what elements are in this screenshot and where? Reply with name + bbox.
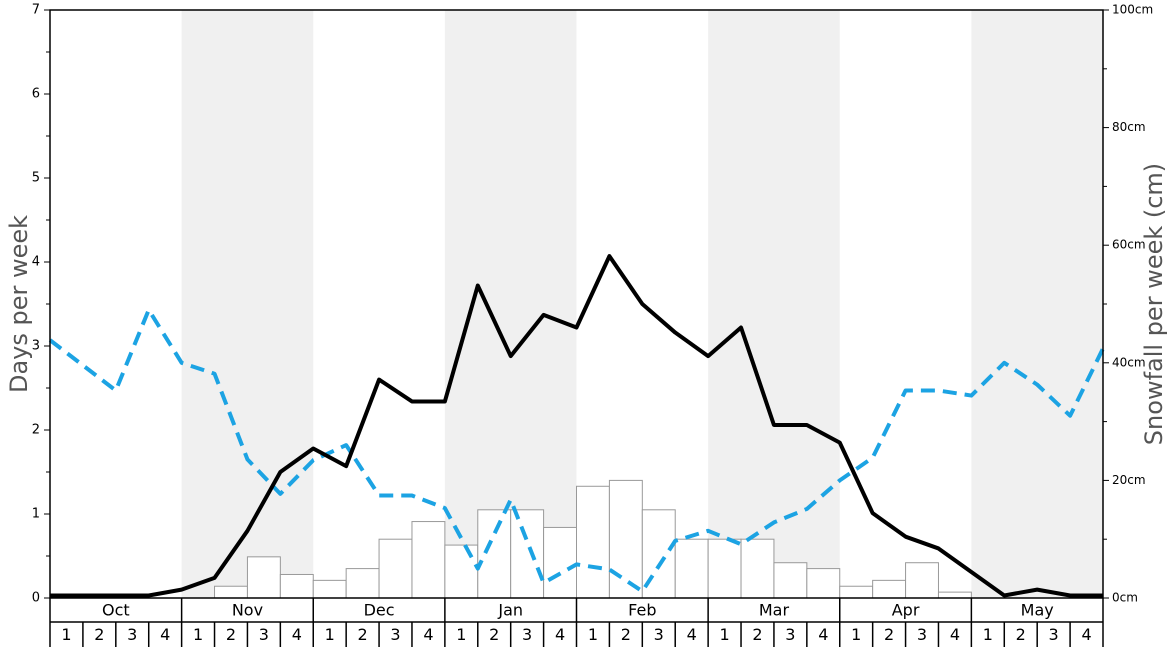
left-tick-label: 2 [32,423,40,438]
right-tick-label: 40cm [1112,355,1146,369]
week-label: 2 [489,625,499,644]
snowfall-bar [806,568,841,599]
snowfall-bar [937,591,972,599]
snowfall-bar [839,585,874,599]
week-label: 1 [983,625,993,644]
snowfall-bar [345,568,380,599]
left-tick-label: 4 [32,255,40,270]
left-tick-label: 6 [32,87,40,102]
snowfall-bar [905,562,939,599]
week-label: 1 [456,625,466,644]
week-label: 3 [654,625,664,644]
snowfall-bar [576,485,610,599]
left-tick-label: 3 [32,339,40,354]
week-label: 2 [1016,625,1026,644]
snowfall-bar [510,509,545,599]
week-label: 4 [292,625,302,644]
snowfall-bar [279,573,314,599]
week-label: 3 [1049,625,1059,644]
month-label: Jan [497,601,523,620]
week-label: 1 [719,625,729,644]
month-band [444,10,577,598]
month-band [181,10,314,598]
week-label: 3 [127,625,137,644]
week-label: 4 [950,625,960,644]
snowfall-bar [707,538,742,599]
axis-labels: Days per week Snowfall per week (cm) [5,163,1168,445]
month-label: Oct [102,601,130,620]
week-label: 4 [1081,625,1091,644]
snowfall-bars [214,479,972,599]
right-tick-label: 20cm [1112,473,1146,487]
dashed-series-line [48,307,1105,594]
snowfall-bar [740,538,775,599]
right-tick-label: 0cm [1112,591,1138,605]
week-label: 3 [522,625,532,644]
right-tick-label: 100cm [1112,3,1153,17]
snowfall-bar [608,479,643,599]
right-axis-title: Snowfall per week (cm) [1140,163,1168,445]
month-band [708,10,840,598]
week-label: 2 [884,625,894,644]
week-label: 3 [259,625,269,644]
snowfall-bar [543,526,577,599]
week-label: 2 [621,625,631,644]
series-lines [48,254,1105,598]
snowfall-bar [411,521,446,599]
week-label: 4 [160,625,170,644]
snowfall-bar [444,544,479,599]
snow-days-line [50,254,1103,598]
week-label: 3 [390,625,400,644]
month-band [971,10,1103,598]
month-label: May [1021,601,1054,620]
right-tick-label: 60cm [1112,238,1146,252]
week-label: 2 [752,625,762,644]
snowfall-bar [214,585,248,599]
week-label: 2 [226,625,236,644]
week-label: 4 [555,625,565,644]
snowfall-bar [312,579,347,599]
week-label: 1 [588,625,598,644]
month-label: Mar [759,601,790,620]
axes: 0 1 2 3 4 5 6 7 0cm 20cm 40cm 60cm 80cm 100cm Oct 1 2 3 4 N… [32,3,1153,647]
week-label: 3 [917,625,927,644]
week-label: 4 [818,625,828,644]
snowfall-bar [246,556,281,599]
snowfall-bar [773,562,808,599]
left-axis-title: Days per week [5,215,33,393]
week-label: 1 [193,625,203,644]
week-label: 1 [325,625,335,644]
week-label: 4 [687,625,697,644]
month-label: Apr [892,601,920,620]
week-label: 3 [785,625,795,644]
left-tick-label: 1 [32,507,40,522]
snowfall-bar [378,538,413,599]
week-label: 2 [94,625,104,644]
week-label: 1 [61,625,71,644]
left-tick-label: 5 [32,171,40,186]
left-tick-label: 7 [32,3,40,18]
month-label: Dec [364,601,395,620]
month-label: Feb [628,601,656,620]
month-bands [181,10,1103,598]
snowfall-bar [674,538,709,599]
left-tick-label: 0 [32,591,40,606]
month-label: Nov [232,601,263,620]
snowfall-bar [872,579,907,599]
week-label: 1 [851,625,861,644]
right-tick-label: 80cm [1112,120,1146,134]
week-label: 2 [358,625,368,644]
week-label: 4 [423,625,433,644]
snowfall-bar [477,509,512,599]
